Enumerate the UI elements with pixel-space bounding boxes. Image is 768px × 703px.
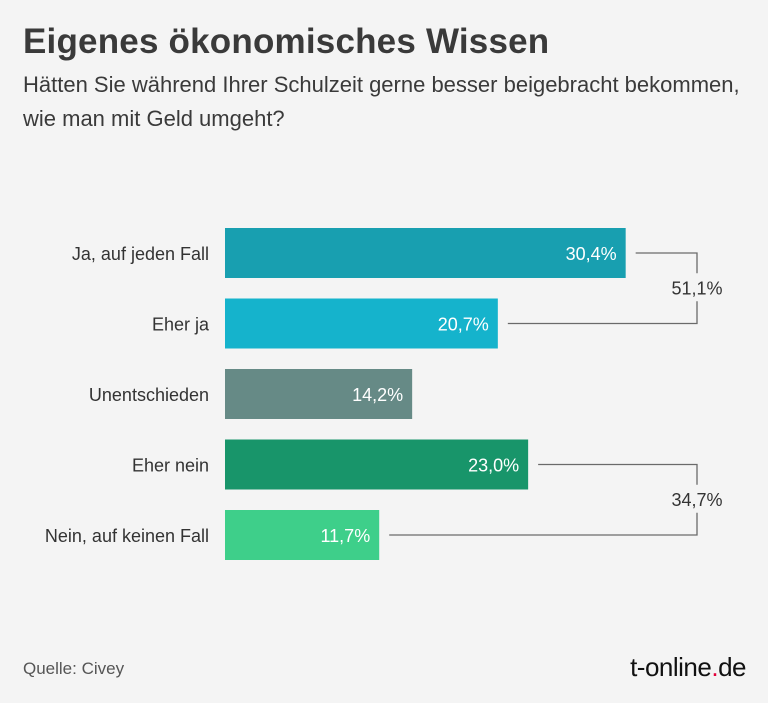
category-label: Eher ja — [152, 315, 210, 335]
chart-subtitle: Hätten Sie während Ihrer Schulzeit gerne… — [23, 72, 740, 131]
group-label-bg — [665, 273, 729, 302]
bar — [225, 510, 380, 560]
category-label: Unentschieden — [89, 385, 209, 405]
bar — [225, 439, 529, 490]
bar — [225, 228, 626, 278]
category-label: Ja, auf jeden Fall — [72, 244, 209, 264]
data-label: 20,7% — [438, 315, 489, 335]
source-note: Quelle: Civey — [23, 659, 125, 678]
group-total-label: 34,7% — [671, 490, 722, 510]
group-total-label: 51,1% — [671, 278, 722, 298]
data-label: 11,7% — [321, 526, 371, 546]
bar — [225, 369, 413, 419]
bar — [225, 298, 498, 349]
chart-title: Eigenes ökonomisches Wissen — [23, 22, 550, 61]
data-label: 14,2% — [352, 385, 403, 405]
category-label: Nein, auf keinen Fall — [45, 526, 209, 546]
group-label-bg — [665, 484, 729, 513]
data-label: 23,0% — [468, 456, 519, 476]
category-label: Eher nein — [132, 456, 209, 476]
data-label: 30,4% — [566, 244, 617, 264]
t-online-logo: t-online.de — [630, 652, 746, 682]
